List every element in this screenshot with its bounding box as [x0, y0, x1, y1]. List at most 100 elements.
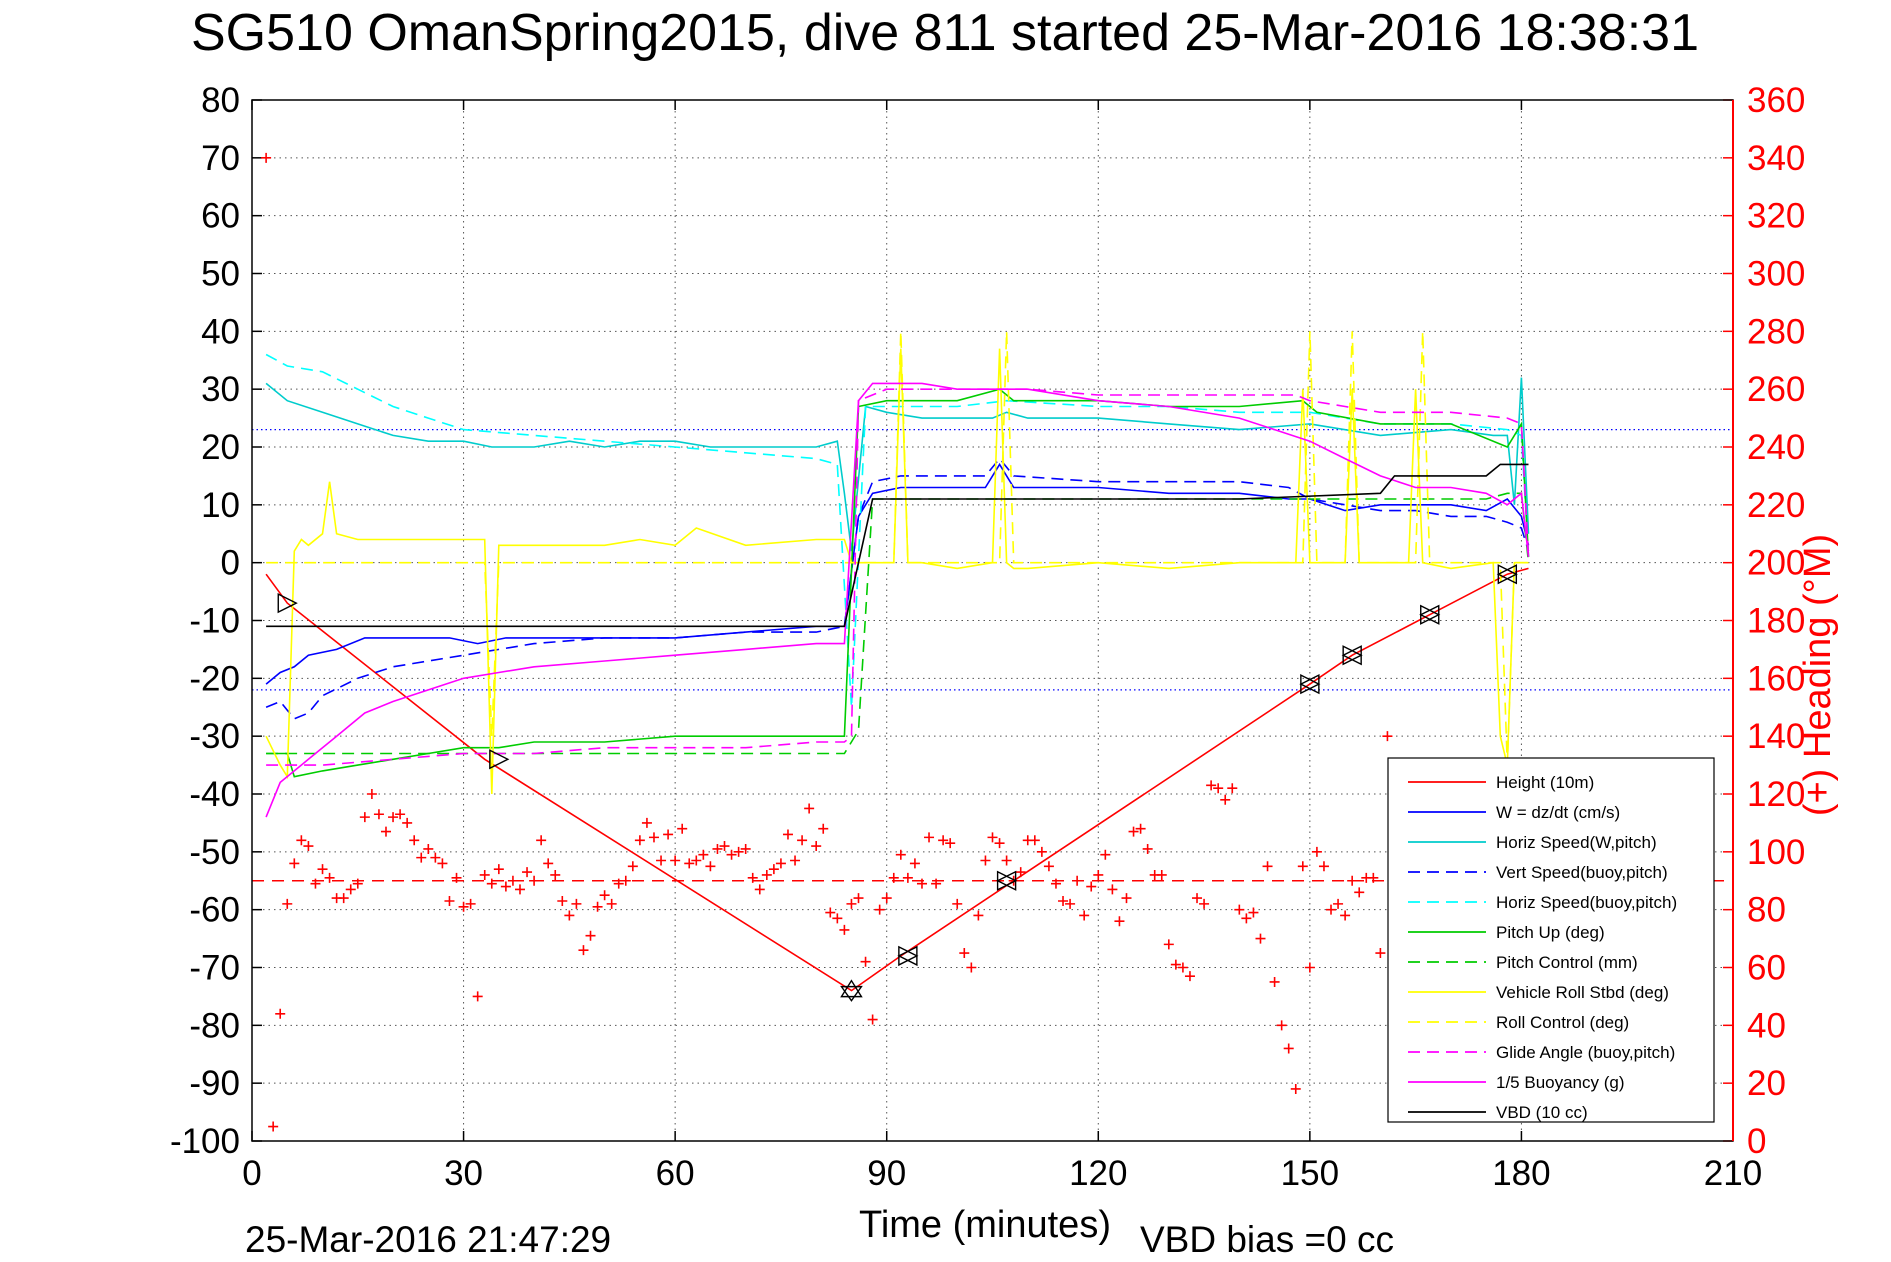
y-tick-label: -100	[170, 1122, 240, 1161]
heading-point	[634, 835, 645, 846]
heading-point	[733, 846, 744, 857]
heading-point	[797, 835, 808, 846]
heading-point	[352, 878, 363, 889]
heading-point	[945, 838, 956, 849]
heading-point	[430, 852, 441, 863]
x-tick-label: 150	[1281, 1154, 1339, 1193]
waypoint-triangle-return	[996, 870, 1017, 891]
heading-point	[705, 861, 716, 872]
heading-point	[458, 901, 469, 912]
y-tick-label: 20	[201, 428, 240, 467]
heading-point	[303, 841, 314, 852]
right-tick-label: 260	[1747, 370, 1805, 409]
heading-point	[846, 898, 857, 909]
heading-point	[775, 858, 786, 869]
heading-point	[543, 858, 554, 869]
heading-point	[959, 948, 970, 959]
heading-point	[317, 864, 328, 875]
heading-point	[768, 864, 779, 875]
heading-point	[599, 890, 610, 901]
heading-point	[1170, 959, 1181, 970]
y-tick-label: -70	[189, 949, 240, 988]
heading-point	[916, 878, 927, 889]
heading-point	[1050, 878, 1061, 889]
heading-point	[1072, 875, 1083, 886]
heading-point	[388, 812, 399, 823]
waypoint-triangle-return	[1496, 564, 1518, 585]
heading-point	[409, 835, 420, 846]
heading-point	[1269, 976, 1280, 987]
right-tick-label: 140	[1747, 717, 1805, 756]
legend-entry: Vert Speed(buoy,pitch)	[1496, 863, 1668, 882]
heading-point	[1297, 861, 1308, 872]
heading-point	[522, 867, 533, 878]
right-tick-label: 80	[1747, 891, 1786, 930]
waypoint-triangle-return	[897, 945, 918, 967]
heading-point	[1079, 910, 1090, 921]
right-tick-label: 320	[1747, 197, 1805, 236]
heading-point	[952, 898, 963, 909]
heading-point	[500, 881, 511, 892]
heading-point	[366, 789, 377, 799]
heading-point	[423, 843, 434, 854]
heading-point	[324, 872, 335, 883]
legend-entry: Pitch Up (deg)	[1496, 923, 1605, 942]
heading-point	[909, 858, 920, 869]
heading-point	[698, 849, 709, 860]
heading-point	[380, 826, 391, 837]
heading-point	[345, 884, 356, 895]
heading-point	[973, 910, 984, 921]
heading-point	[1142, 843, 1153, 854]
heading-point	[1354, 887, 1365, 898]
waypoint-markers	[277, 564, 1518, 1002]
heading-point	[1375, 948, 1386, 959]
legend-entry: Horiz Speed(buoy,pitch)	[1496, 893, 1677, 912]
heading-point	[754, 884, 765, 895]
limit-lines	[252, 429, 1733, 882]
heading-point	[310, 878, 321, 889]
heading-point	[1318, 861, 1329, 872]
right-tick-label: 100	[1747, 833, 1805, 872]
heading-point	[402, 817, 413, 828]
x-tick-label: 60	[656, 1154, 695, 1193]
heading-point	[296, 835, 307, 846]
y-tick-label: -60	[189, 891, 240, 930]
waypoint-triangle-return	[1341, 645, 1362, 666]
heading-point	[479, 869, 490, 880]
waypoint-triangle	[277, 593, 298, 614]
heading-point	[529, 875, 540, 886]
heading-point	[536, 835, 547, 846]
waypoint-triangle-return	[1299, 673, 1320, 695]
heading-point	[486, 878, 497, 889]
y-tick-label: -50	[189, 833, 240, 872]
heading-point	[832, 913, 843, 924]
heading-point	[818, 823, 829, 834]
right-tick-label: 60	[1747, 949, 1786, 988]
heading-point	[987, 832, 998, 843]
y-tick-label: 80	[201, 81, 240, 120]
right-tick-label: 360	[1747, 81, 1805, 120]
y-tick-label: 30	[201, 370, 240, 409]
heading-point	[1304, 962, 1315, 973]
heading-point	[924, 832, 935, 843]
heading-point	[994, 838, 1005, 849]
heading-point	[1177, 962, 1188, 973]
y-tick-label: -20	[189, 659, 240, 698]
y-tick-label: 50	[201, 255, 240, 294]
heading-point	[1276, 1020, 1287, 1031]
heading-point	[359, 812, 370, 823]
heading-point	[712, 843, 723, 854]
heading-point	[268, 1121, 279, 1132]
heading-point	[804, 803, 815, 814]
heading-point	[1192, 893, 1203, 904]
x-tick-label: 30	[444, 1154, 483, 1193]
heading-point	[578, 945, 589, 956]
right-tick-label: 300	[1747, 255, 1805, 294]
heading-point	[1382, 731, 1393, 742]
apogee-marker	[840, 985, 863, 1002]
x-tick-label: 120	[1069, 1154, 1127, 1193]
y-tick-label: 40	[201, 312, 240, 351]
heading-point	[902, 872, 913, 883]
heading-point	[606, 898, 617, 909]
heading-point	[747, 872, 758, 883]
